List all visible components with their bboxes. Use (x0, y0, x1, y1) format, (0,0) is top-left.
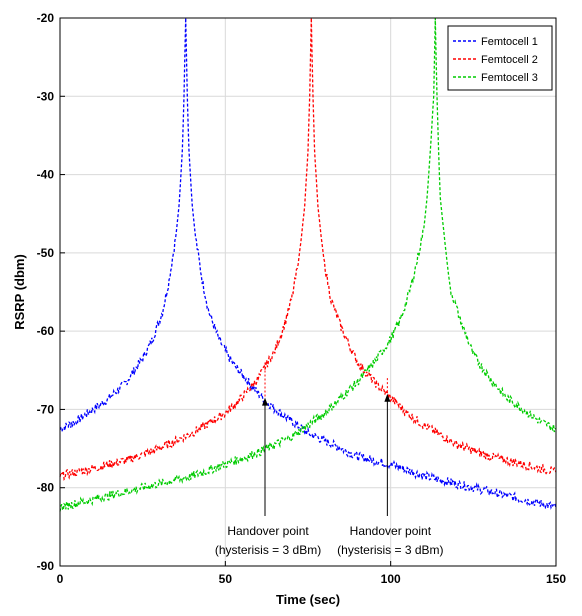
handover-label: Handover point (227, 524, 309, 538)
y-tick-label: -50 (37, 246, 55, 260)
y-tick-label: -90 (37, 559, 55, 573)
legend-label: Femtocell 1 (481, 36, 538, 48)
y-tick-label: -80 (37, 481, 55, 495)
series-line-1 (59, 17, 557, 510)
x-tick-label: 100 (381, 572, 401, 586)
x-axis-ticks: 0 50 100 150 (57, 561, 566, 586)
handover-arrowhead (262, 397, 269, 406)
series-lines (59, 17, 557, 512)
y-tick-label: -40 (37, 168, 55, 182)
legend-label: Femtocell 2 (481, 54, 538, 66)
series-line-3 (59, 17, 557, 512)
grid-lines (59, 17, 557, 567)
series-line-2 (59, 17, 557, 481)
handover-label: Handover point (350, 524, 432, 538)
legend-label: Femtocell 3 (481, 72, 538, 84)
plot-frame (59, 17, 557, 567)
y-tick-label: -60 (37, 324, 55, 338)
handover-hysteresis-label: (hysterisis = 3 dBm) (215, 543, 321, 557)
x-tick-label: 0 (57, 572, 64, 586)
y-axis-ticks: -20 -30 -40 -50 -60 -70 -80 -90 (37, 11, 65, 573)
x-axis-title: Time (sec) (276, 592, 340, 607)
handover-hysteresis-label: (hysterisis = 3 dBm) (337, 543, 443, 557)
handover-arrowhead (384, 393, 391, 402)
legend-box (447, 25, 553, 91)
handover-annotations: Handover point (hysterisis = 3 dBm) Handov… (215, 362, 444, 557)
x-tick-label: 150 (546, 572, 566, 586)
y-tick-label: -20 (37, 11, 55, 25)
y-axis-title: RSRP (dbm) (12, 254, 27, 330)
x-tick-label: 50 (219, 572, 233, 586)
y-tick-label: -70 (37, 402, 55, 416)
y-tick-label: -30 (37, 89, 55, 103)
legend: Femtocell 1 Femtocell 2 Femtocell 3 (447, 25, 553, 91)
